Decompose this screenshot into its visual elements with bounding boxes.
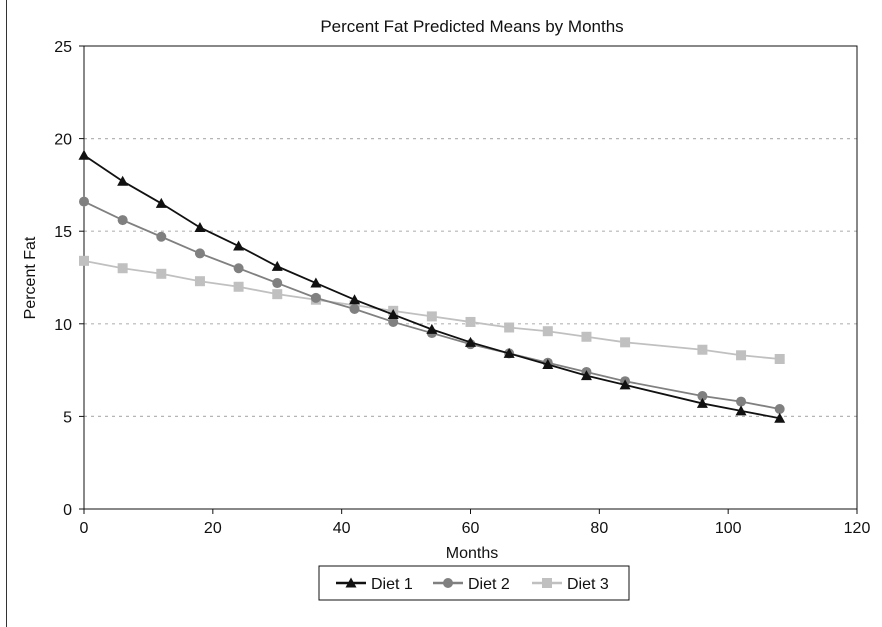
data-point-diet-2-4 bbox=[233, 263, 244, 274]
legend: Diet 1 Diet 2 Diet 3 bbox=[318, 565, 630, 601]
x-tick-label-0: 0 bbox=[80, 520, 89, 537]
frame-left-border bbox=[6, 0, 7, 627]
data-point-diet-2-2 bbox=[156, 231, 167, 242]
y-tick-label-25: 25 bbox=[54, 39, 72, 56]
x-axis: 0 20 40 60 80 100 120 bbox=[80, 509, 871, 537]
y-tick-label-15: 15 bbox=[54, 224, 72, 241]
data-point-diet-2-1 bbox=[117, 215, 128, 226]
data-point-diet-1-0 bbox=[78, 149, 90, 160]
series-diet-3 bbox=[79, 255, 785, 364]
data-point-diet-1-3 bbox=[194, 221, 206, 232]
data-point-diet-2-3 bbox=[194, 248, 205, 259]
x-tick-label-40: 40 bbox=[333, 520, 351, 537]
data-point-diet-1-10 bbox=[465, 336, 476, 347]
data-point-diet-2-6 bbox=[310, 292, 321, 303]
data-point-diet-1-17 bbox=[774, 412, 786, 423]
data-point-diet-3-10 bbox=[465, 316, 476, 327]
data-point-diet-3-14 bbox=[620, 337, 631, 348]
data-point-diet-3-1 bbox=[117, 263, 128, 274]
x-axis-title: Months bbox=[446, 545, 498, 562]
data-point-diet-1-11 bbox=[503, 347, 515, 358]
x-tick-label-120: 120 bbox=[844, 520, 871, 537]
y-tick-label-0: 0 bbox=[63, 502, 72, 519]
data-point-diet-2-5 bbox=[272, 278, 283, 289]
x-tick-label-100: 100 bbox=[715, 520, 742, 537]
data-point-diet-1-1 bbox=[117, 175, 129, 186]
data-point-diet-2-8 bbox=[388, 316, 399, 327]
y-axis: 0 5 10 15 20 25 bbox=[54, 39, 84, 519]
chart-title: Percent Fat Predicted Means by Months bbox=[320, 17, 623, 36]
data-point-diet-3-13 bbox=[581, 331, 592, 342]
data-point-diet-1-5 bbox=[271, 260, 283, 271]
data-point-diet-2-7 bbox=[349, 303, 360, 314]
data-point-diet-3-16 bbox=[736, 350, 747, 361]
data-point-diet-1-13 bbox=[580, 370, 592, 381]
data-point-diet-3-11 bbox=[504, 322, 515, 333]
legend-box bbox=[318, 565, 630, 601]
legend-marker-diet-2 bbox=[443, 578, 453, 588]
legend-marker-diet-1 bbox=[345, 577, 357, 588]
series-line-diet-2 bbox=[83, 200, 780, 410]
data-point-diet-1-7 bbox=[349, 294, 361, 305]
legend-marker-diet-3 bbox=[542, 578, 552, 588]
data-point-diet-3-4 bbox=[233, 281, 244, 292]
data-point-diet-1-14 bbox=[619, 379, 631, 390]
legend-label-diet-2: Diet 2 bbox=[468, 576, 510, 593]
data-point-diet-1-2 bbox=[155, 197, 167, 208]
y-axis-title: Percent Fat bbox=[22, 236, 39, 319]
data-point-diet-2-15 bbox=[697, 391, 708, 402]
y-tick-label-20: 20 bbox=[54, 132, 72, 149]
y-tick-label-10: 10 bbox=[54, 317, 72, 334]
legend-label-diet-3: Diet 3 bbox=[567, 576, 609, 593]
data-point-diet-2-0 bbox=[79, 196, 89, 207]
data-point-diet-1-15 bbox=[696, 397, 708, 408]
data-point-diet-2-17 bbox=[774, 403, 785, 414]
x-tick-label-60: 60 bbox=[462, 520, 480, 537]
data-point-diet-3-3 bbox=[194, 276, 205, 287]
x-tick-label-20: 20 bbox=[204, 520, 222, 537]
data-point-diet-2-16 bbox=[736, 396, 747, 407]
data-point-diet-3-0 bbox=[79, 255, 89, 266]
data-point-diet-3-2 bbox=[156, 268, 167, 279]
data-point-diet-3-9 bbox=[426, 311, 437, 322]
data-point-diet-3-15 bbox=[697, 344, 708, 355]
series-line-diet-3 bbox=[83, 259, 780, 360]
data-point-diet-3-17 bbox=[774, 353, 785, 364]
series-diet-1 bbox=[78, 149, 786, 423]
data-point-diet-3-12 bbox=[542, 326, 553, 337]
series-line-diet-1 bbox=[83, 154, 780, 420]
data-point-diet-1-4 bbox=[233, 240, 245, 251]
data-point-diet-3-5 bbox=[272, 289, 283, 300]
data-point-diet-1-8 bbox=[387, 309, 399, 320]
legend-label-diet-1: Diet 1 bbox=[371, 576, 413, 593]
data-point-diet-1-12 bbox=[542, 359, 554, 370]
x-tick-label-80: 80 bbox=[590, 520, 608, 537]
data-point-diet-1-9 bbox=[426, 323, 438, 334]
series-layer bbox=[78, 149, 786, 423]
data-point-diet-1-6 bbox=[310, 277, 322, 288]
series-diet-2 bbox=[79, 196, 785, 414]
y-tick-label-5: 5 bbox=[63, 409, 72, 426]
data-point-diet-1-16 bbox=[735, 405, 747, 416]
